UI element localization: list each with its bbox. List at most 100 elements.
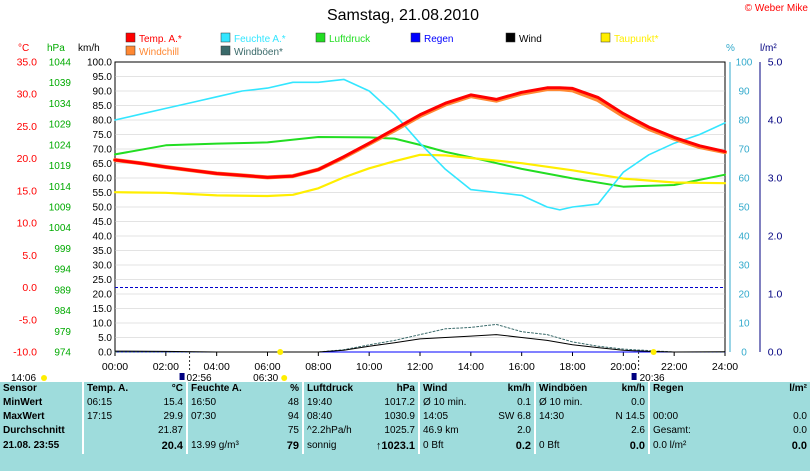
- legend-label: Feuchte A.*: [234, 34, 286, 45]
- wind-tick-label: 75.0: [93, 130, 113, 141]
- temp-tick-label: 5.0: [22, 250, 37, 262]
- wind-tick-label: 100.0: [87, 58, 112, 69]
- legend-swatch: [600, 32, 611, 43]
- table-cell: 21.87: [157, 425, 183, 436]
- table-cell: 2.0: [517, 425, 531, 436]
- legend-label: Taupunkt*: [614, 34, 659, 45]
- wind-tick-label: 35.0: [93, 246, 113, 257]
- header-gust: Windböen: [534, 382, 602, 396]
- table-cell: sonnig: [302, 438, 368, 454]
- wind-tick-label: 95.0: [93, 72, 113, 83]
- pressure-tick-label: 1009: [49, 203, 72, 214]
- humidity-tick-label: 40: [738, 232, 750, 243]
- header-gust-unit: km/h: [621, 383, 645, 394]
- x-tick-label: 06:00: [254, 361, 280, 373]
- legend-label: Luftdruck: [329, 34, 371, 45]
- wind-tick-label: 80.0: [93, 116, 113, 127]
- table-cell: Gesamt:: [648, 424, 722, 438]
- table-cell: [186, 424, 260, 438]
- pressure-tick-label: 989: [54, 285, 71, 296]
- table-cell: 0.0: [793, 411, 807, 422]
- pressure-tick-label: 974: [54, 348, 71, 359]
- pressure-tick-label: 1029: [49, 120, 72, 131]
- wind-tick-label: 65.0: [93, 159, 113, 170]
- wind-tick-label: 10.0: [93, 319, 113, 330]
- series-line-feuchte-a: [114, 78, 726, 211]
- moonrise-icon: [631, 373, 637, 380]
- table-cell: 1017.2: [384, 397, 415, 408]
- table-cell: 0 Bft: [534, 438, 602, 454]
- sunrise-time-label: 06:30: [253, 373, 278, 382]
- table-cell: 0.0: [629, 440, 645, 452]
- row-label: Durchschnitt: [3, 425, 65, 436]
- pressure-tick-label: 979: [54, 327, 71, 338]
- temp-unit-label: °C: [18, 43, 29, 54]
- series-line-temp-a: [113, 86, 727, 179]
- pressure-tick-label: 1024: [49, 140, 72, 151]
- temp-tick-label: -5.0: [19, 314, 37, 326]
- table-cell: ↑1023.1: [375, 440, 415, 452]
- rain-tick-label: 5.0: [768, 57, 783, 69]
- sunset-icon: [650, 349, 657, 355]
- pressure-tick-label: 984: [54, 306, 71, 317]
- table-cell: 0.1: [517, 397, 531, 408]
- x-tick-label: 22:00: [661, 361, 687, 373]
- wind-tick-label: 40.0: [93, 232, 113, 243]
- pressure-tick-label: 999: [54, 244, 71, 255]
- legend-swatch: [505, 32, 516, 43]
- header-rain-unit: l/m²: [789, 383, 807, 394]
- table-row-max: MaxWert 17:15 29.9 07:30 94 08:40 1030.9…: [0, 410, 810, 424]
- sun-markers: 14:06 02:56 06:30 20:36: [11, 349, 665, 382]
- wind-tick-label: 20.0: [93, 290, 113, 301]
- table-cell: 29.9: [163, 411, 183, 422]
- humidity-tick-label: 90: [738, 87, 750, 98]
- pressure-tick-label: 1014: [49, 182, 72, 193]
- legend-swatch: [125, 32, 136, 43]
- moon-icon: [179, 373, 185, 380]
- humidity-tick-label: 100: [736, 58, 753, 69]
- table-cell: [722, 396, 810, 410]
- sun-icon: [41, 375, 47, 381]
- pressure-tick-label: 994: [54, 265, 71, 276]
- weather-chart: Samstag, 21.08.2010 © Weber Mike Temp. A…: [11, 3, 808, 382]
- header-temp: Temp. A.: [82, 382, 144, 396]
- table-cell: [534, 424, 602, 438]
- x-tick-label: 18:00: [559, 361, 585, 373]
- chart-axes: 100.095.090.085.080.075.070.065.060.055.…: [13, 57, 782, 374]
- table-cell: 19:40: [302, 396, 368, 410]
- temp-tick-label: 20.0: [17, 153, 38, 165]
- table-cell: SW 6.8: [498, 411, 531, 422]
- legend-label: Temp. A.*: [139, 34, 182, 45]
- wind-tick-label: 45.0: [93, 217, 113, 228]
- table-cell: 46.9 km: [418, 424, 484, 438]
- table-row-average: Durchschnitt 21.87 75 ^2.2hPa/h 1025.7 4…: [0, 424, 810, 438]
- header-sensor: Sensor: [3, 383, 37, 394]
- table-cell: 07:30: [186, 410, 260, 424]
- statistics-table: Sensor Temp. A. °C Feuchte A. % Luftdruc…: [0, 382, 810, 471]
- header-pressure: Luftdruck: [302, 382, 368, 396]
- temp-tick-label: 10.0: [17, 218, 38, 230]
- row-label: MinWert: [3, 397, 43, 408]
- table-cell: 0.0: [793, 425, 807, 436]
- row-label: 21.08. 23:55: [3, 440, 60, 451]
- moon-time-label: 02:56: [187, 373, 212, 382]
- sun-icon: [281, 375, 288, 381]
- temp-tick-label: 30.0: [17, 89, 38, 101]
- pressure-tick-label: 1034: [49, 99, 72, 110]
- wind-tick-label: 0.0: [98, 348, 112, 359]
- table-cell: 0.0: [791, 440, 807, 452]
- table-cell: [82, 424, 144, 438]
- humidity-tick-label: 60: [738, 174, 750, 185]
- table-cell: 1030.9: [384, 411, 415, 422]
- table-header-row: Sensor Temp. A. °C Feuchte A. % Luftdruc…: [0, 382, 810, 396]
- x-tick-label: 20:00: [610, 361, 636, 373]
- sunset-time-label: 20:36: [640, 373, 665, 382]
- wind-tick-label: 30.0: [93, 261, 113, 272]
- header-temp-unit: °C: [171, 383, 183, 394]
- x-tick-label: 12:00: [407, 361, 433, 373]
- table-cell: 00:00: [648, 410, 722, 424]
- header-humidity-unit: %: [290, 383, 299, 394]
- table-cell: 48: [287, 397, 299, 408]
- axis-unit-labels: °C hPa km/h% l/m²: [18, 43, 777, 54]
- x-tick-label: 04:00: [204, 361, 230, 373]
